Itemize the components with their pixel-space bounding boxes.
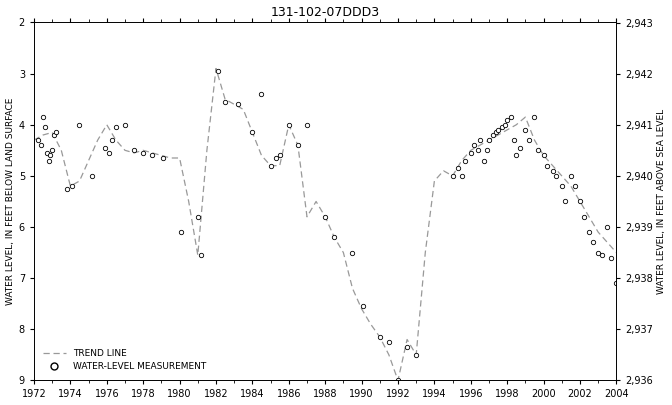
Title: 131-102-07DDD3: 131-102-07DDD3 (271, 6, 380, 19)
Y-axis label: WATER LEVEL, IN FEET BELOW LAND SURFACE: WATER LEVEL, IN FEET BELOW LAND SURFACE (5, 98, 15, 305)
Point (560, 198, 571, 205)
Point (533, 147, 544, 153)
Point (469, 142, 480, 149)
Point (374, 334, 385, 340)
Point (505, 114, 516, 120)
Point (120, 122, 130, 128)
Point (220, 98, 230, 105)
Point (569, 183, 580, 190)
Point (74, 122, 85, 128)
Point (384, 339, 394, 345)
Point (515, 145, 526, 151)
Point (556, 183, 567, 190)
Point (538, 152, 549, 159)
Point (61, 185, 72, 192)
Point (460, 157, 470, 164)
Point (593, 249, 603, 256)
Point (233, 101, 243, 108)
Point (597, 252, 607, 258)
Point (320, 213, 331, 220)
Point (32, 137, 43, 143)
Point (42, 149, 52, 156)
Point (265, 162, 276, 169)
Point (529, 114, 540, 120)
Point (482, 147, 493, 153)
Point (611, 280, 622, 286)
Point (402, 344, 413, 350)
Point (478, 157, 489, 164)
Point (493, 127, 503, 133)
Point (472, 147, 483, 153)
Point (547, 168, 558, 174)
Point (392, 377, 403, 384)
Point (447, 173, 458, 179)
Point (67, 183, 77, 190)
Point (329, 234, 339, 241)
Point (36, 142, 46, 149)
Point (87, 173, 97, 179)
Y-axis label: WATER LEVEL, IN FEET ABOVE SEA LEVEL: WATER LEVEL, IN FEET ABOVE SEA LEVEL (657, 109, 667, 294)
Point (138, 149, 149, 156)
Point (158, 155, 169, 161)
Point (474, 137, 485, 143)
Point (509, 137, 520, 143)
Point (110, 124, 121, 130)
Point (484, 137, 495, 143)
Point (47, 147, 58, 153)
Point (511, 152, 521, 159)
Point (587, 239, 598, 245)
Point (584, 229, 595, 235)
Point (602, 224, 613, 230)
Point (487, 132, 498, 138)
Point (284, 122, 294, 128)
Point (347, 249, 358, 256)
Point (38, 114, 48, 120)
Point (411, 352, 421, 358)
Point (520, 127, 531, 133)
Point (176, 229, 187, 235)
Point (605, 254, 616, 261)
Point (456, 173, 467, 179)
Point (99, 145, 110, 151)
Point (575, 198, 585, 205)
Point (247, 129, 258, 136)
Point (542, 162, 552, 169)
Point (358, 303, 369, 309)
Point (212, 68, 223, 74)
Point (523, 137, 534, 143)
Point (578, 213, 589, 220)
Point (271, 155, 282, 161)
Point (196, 252, 207, 258)
Point (566, 173, 577, 179)
Point (107, 137, 118, 143)
Point (292, 142, 303, 149)
Point (50, 129, 61, 136)
Point (302, 122, 312, 128)
Point (615, 265, 626, 271)
Point (453, 165, 464, 171)
Point (466, 149, 476, 156)
Point (500, 122, 511, 128)
Point (551, 173, 562, 179)
Point (48, 132, 59, 138)
Point (129, 147, 140, 153)
Point (103, 149, 114, 156)
Point (40, 124, 50, 130)
Point (192, 213, 203, 220)
Point (502, 116, 513, 123)
Point (491, 129, 501, 136)
Point (274, 152, 285, 159)
Point (147, 152, 158, 159)
Point (43, 157, 54, 164)
Point (256, 91, 267, 97)
Legend: TREND LINE, WATER-LEVEL MEASUREMENT: TREND LINE, WATER-LEVEL MEASUREMENT (38, 344, 210, 376)
Point (45, 152, 56, 159)
Point (497, 124, 507, 130)
